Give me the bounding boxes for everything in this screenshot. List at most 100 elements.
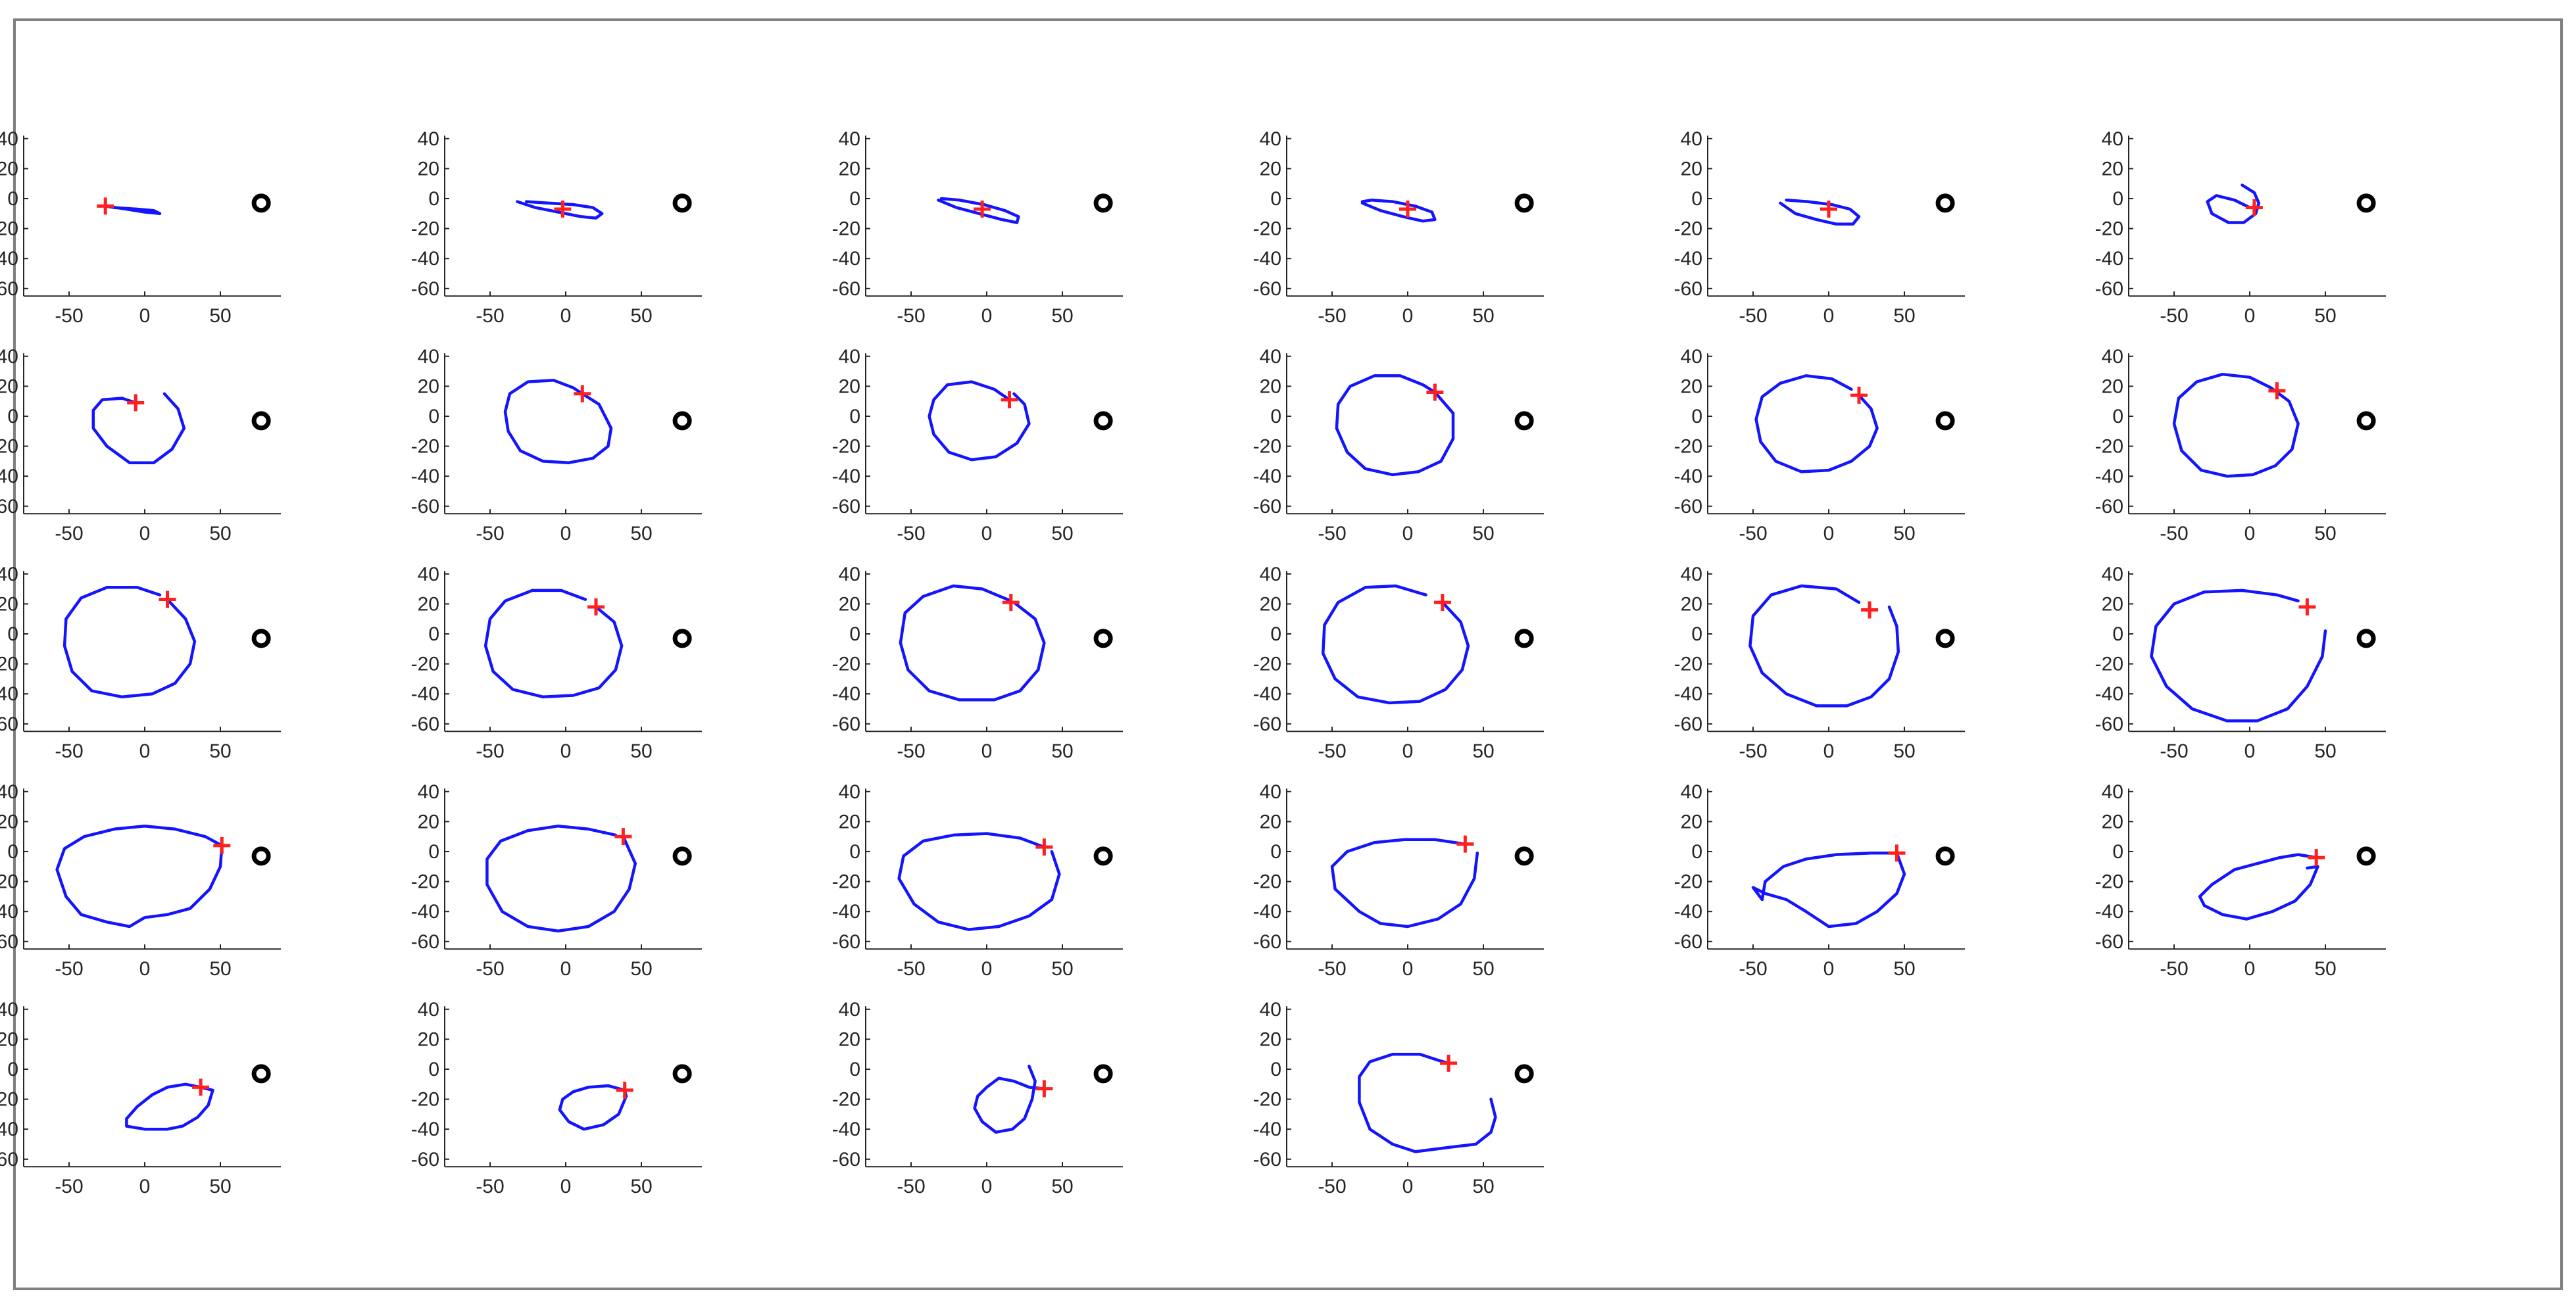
trajectory-line bbox=[928, 380, 1031, 462]
y-tick-label: -40 bbox=[2095, 901, 2123, 923]
y-tick-label: 0 bbox=[1270, 1059, 1281, 1080]
x-tick-label: 50 bbox=[1893, 740, 1915, 762]
y-tick-label: -20 bbox=[411, 871, 439, 893]
start-marker bbox=[2298, 598, 2316, 615]
y-tick-label: -40 bbox=[1674, 901, 1702, 923]
x-tick-label: -50 bbox=[476, 740, 504, 762]
y-tick-label: 20 bbox=[0, 158, 18, 180]
start-marker bbox=[1440, 1054, 1458, 1072]
target-marker bbox=[1514, 846, 1534, 866]
y-tick-label: 40 bbox=[418, 346, 439, 368]
target-marker bbox=[1514, 629, 1534, 648]
subplot-15: 40 20 0 -20 -40 -60 -50 0 50 bbox=[832, 564, 1123, 762]
y-tick-label: 20 bbox=[1260, 811, 1281, 832]
x-tick-label: 50 bbox=[630, 305, 652, 327]
y-tick-label: -60 bbox=[832, 496, 860, 518]
trajectory-line bbox=[937, 197, 1020, 224]
y-tick-label: 40 bbox=[0, 781, 18, 803]
y-tick-label: -60 bbox=[2095, 278, 2123, 300]
y-tick-label: -20 bbox=[0, 436, 18, 458]
y-tick-label: 20 bbox=[839, 1028, 860, 1050]
y-tick-label: 40 bbox=[0, 128, 18, 150]
trajectory-line bbox=[1360, 199, 1437, 223]
x-tick-label: 0 bbox=[1402, 1176, 1414, 1197]
trajectory-line bbox=[1751, 852, 1906, 928]
x-tick-label: 50 bbox=[1472, 523, 1494, 544]
y-tick-label: -20 bbox=[1674, 218, 1702, 240]
y-tick-label: 40 bbox=[2102, 564, 2123, 585]
y-tick-label: -20 bbox=[2095, 436, 2123, 458]
target-marker bbox=[672, 846, 692, 866]
y-tick-label: -60 bbox=[2095, 931, 2123, 953]
x-tick-label: 0 bbox=[2244, 958, 2256, 980]
y-tick-label: -20 bbox=[411, 436, 439, 458]
y-tick-label: 40 bbox=[0, 346, 18, 368]
target-marker bbox=[1514, 1064, 1534, 1084]
y-tick-label: -20 bbox=[411, 654, 439, 675]
y-tick-label: 40 bbox=[2102, 781, 2123, 803]
x-tick-label: 0 bbox=[2244, 305, 2256, 327]
y-tick-label: 20 bbox=[1681, 593, 1702, 615]
target-marker bbox=[672, 1064, 692, 1084]
trajectory-line bbox=[899, 584, 1046, 702]
y-tick-label: -40 bbox=[0, 466, 18, 487]
y-tick-label: -20 bbox=[1253, 1089, 1281, 1111]
x-tick-label: 0 bbox=[1823, 958, 1835, 980]
x-tick-label: -50 bbox=[1739, 958, 1767, 980]
y-tick-label: -20 bbox=[1253, 218, 1281, 240]
y-tick-label: 20 bbox=[2102, 811, 2123, 832]
x-tick-label: 50 bbox=[1051, 305, 1073, 327]
y-tick-label: 40 bbox=[418, 128, 439, 150]
subplot-3: 40 20 0 -20 -40 -60 -50 0 50 bbox=[832, 128, 1123, 327]
subplot-27: 40 20 0 -20 -40 -60 -50 0 50 bbox=[832, 999, 1123, 1197]
subplot-28: 40 20 0 -20 -40 -60 -50 0 50 bbox=[1253, 999, 1544, 1197]
subplot-14: 40 20 0 -20 -40 -60 -50 0 50 bbox=[411, 564, 702, 762]
target-marker bbox=[251, 1064, 271, 1084]
x-tick-label: 0 bbox=[1823, 740, 1835, 762]
x-tick-label: 50 bbox=[1051, 740, 1073, 762]
y-tick-label: 0 bbox=[849, 1059, 860, 1080]
y-tick-label: -20 bbox=[832, 654, 860, 675]
trajectory-line bbox=[125, 1082, 214, 1131]
y-tick-label: 0 bbox=[1270, 841, 1281, 863]
x-tick-label: 0 bbox=[560, 958, 572, 980]
target-marker bbox=[1093, 193, 1113, 213]
x-tick-label: -50 bbox=[55, 740, 83, 762]
start-marker bbox=[1850, 387, 1868, 404]
subplot-12: 40 20 0 -20 -40 -60 -50 0 50 bbox=[2095, 346, 2386, 544]
x-tick-label: 50 bbox=[1051, 1176, 1073, 1197]
x-tick-label: -50 bbox=[897, 958, 925, 980]
y-tick-label: 40 bbox=[0, 999, 18, 1021]
y-tick-label: 0 bbox=[1691, 406, 1702, 427]
y-tick-label: -20 bbox=[832, 1089, 860, 1111]
y-tick-label: -40 bbox=[411, 248, 439, 270]
start-marker bbox=[554, 200, 572, 218]
start-marker bbox=[2245, 199, 2263, 216]
subplot-4: 40 20 0 -20 -40 -60 -50 0 50 bbox=[1253, 128, 1544, 327]
target-marker bbox=[2356, 411, 2376, 431]
x-tick-label: 50 bbox=[1472, 1176, 1494, 1197]
y-tick-label: -20 bbox=[2095, 871, 2123, 893]
x-tick-label: -50 bbox=[1318, 740, 1346, 762]
y-tick-label: -40 bbox=[1674, 683, 1702, 705]
subplot-grid: 40 20 0 -20 -40 -60 -50 0 50 40 20 0 -20 -40 -60 -50 0 50… bbox=[0, 128, 2386, 1197]
x-tick-label: -50 bbox=[1318, 1176, 1346, 1197]
x-tick-label: -50 bbox=[897, 305, 925, 327]
x-tick-label: 0 bbox=[981, 958, 993, 980]
x-tick-label: 50 bbox=[630, 523, 652, 544]
y-tick-label: 40 bbox=[1260, 128, 1281, 150]
y-tick-label: 40 bbox=[839, 128, 860, 150]
y-tick-label: 0 bbox=[1270, 406, 1281, 427]
target-marker bbox=[251, 193, 271, 213]
subplot-24: 40 20 0 -20 -40 -60 -50 0 50 bbox=[2095, 781, 2386, 980]
subplot-9: 40 20 0 -20 -40 -60 -50 0 50 bbox=[832, 346, 1123, 544]
y-tick-label: -20 bbox=[832, 871, 860, 893]
start-marker bbox=[616, 1081, 633, 1099]
y-tick-label: -40 bbox=[0, 1119, 18, 1140]
y-tick-label: -60 bbox=[411, 496, 439, 518]
subplot-22: 40 20 0 -20 -40 -60 -50 0 50 bbox=[1253, 781, 1544, 980]
start-marker bbox=[1035, 838, 1053, 856]
y-tick-label: -60 bbox=[1674, 278, 1702, 300]
y-tick-label: -60 bbox=[411, 931, 439, 953]
y-tick-label: 0 bbox=[7, 188, 18, 210]
